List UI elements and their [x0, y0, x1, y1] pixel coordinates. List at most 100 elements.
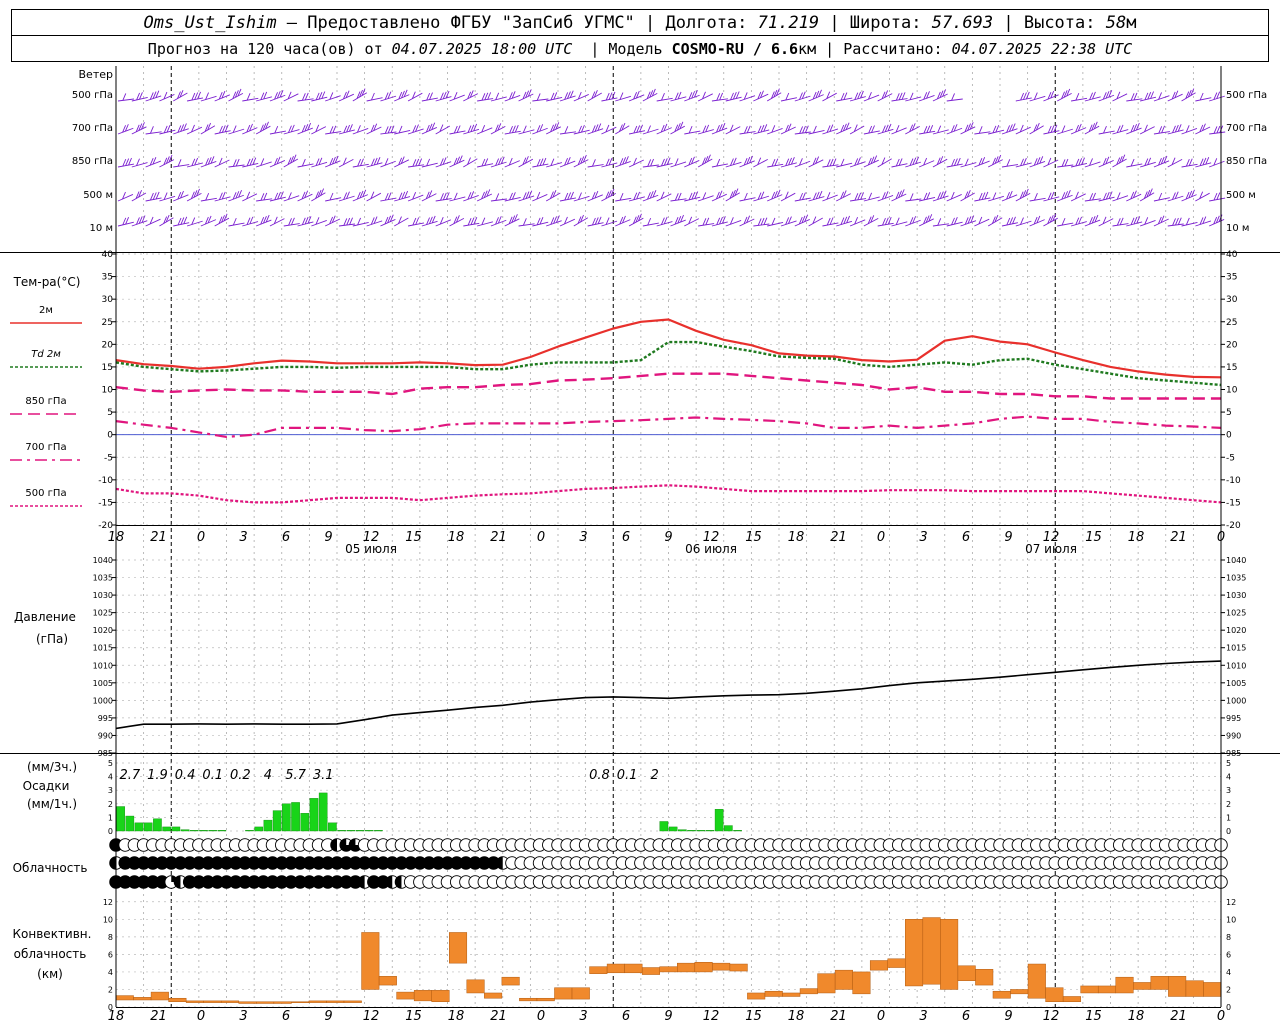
wind-barb-feather: [141, 215, 146, 223]
x-tick-label-bottom: 21: [150, 1009, 167, 1024]
wind-barb: [394, 217, 409, 227]
wind-barb-feather: [771, 125, 776, 133]
wind-barb-feather: [221, 90, 226, 99]
x-tick-label-bottom: 6: [282, 1009, 290, 1024]
wind-barb-feather: [884, 191, 889, 199]
wind-barb-feather: [942, 89, 947, 97]
wind-barb: [808, 130, 825, 135]
elev-value: 58: [1105, 12, 1127, 33]
wind-level-label-left: 850 гПа: [72, 156, 113, 167]
wind-barb-feather: [649, 90, 654, 98]
x-tick-label-bottom: 12: [363, 1009, 380, 1024]
wind-barb-feather: [591, 91, 596, 99]
wind-barb-feather: [735, 91, 740, 99]
wind-barb-feather: [525, 191, 530, 199]
convective-bar: [238, 1001, 257, 1004]
convective-bar: [168, 997, 187, 1002]
wind-barb: [477, 221, 493, 227]
wind-barb-feather: [168, 154, 173, 163]
wind-barb: [463, 158, 478, 168]
wind-barb-feather: [373, 123, 378, 131]
wind-barb-feather: [1172, 218, 1176, 226]
wind-barb-feather: [702, 192, 707, 200]
wind-barb-feather: [580, 214, 584, 223]
wind-barb-feather: [1006, 125, 1011, 133]
wind-barb-feather: [951, 93, 955, 101]
wind-barb-feather: [622, 215, 626, 224]
wind-barb-feather: [854, 158, 859, 166]
precip-bar: [189, 830, 199, 832]
wind-barb: [932, 223, 949, 227]
wind-barb-feather: [439, 216, 444, 225]
wind-barb-feather: [857, 157, 861, 165]
wind-barb-feather: [840, 124, 845, 133]
wind-barb-feather: [633, 125, 638, 134]
convective-panel: 0 0 2 2 4 4 6 6 8 8 10 10 12 12 Конвективн. облачность (…: [13, 898, 1237, 1012]
wind-barb-feather: [495, 217, 499, 225]
wind-barb-feather: [1063, 90, 1068, 98]
wind-barb-feather: [235, 158, 240, 167]
wind-barb-feather: [512, 125, 516, 133]
wind-barb-feather: [274, 157, 278, 166]
wind-barb-feather: [149, 192, 154, 201]
wind-barb-feather: [332, 156, 336, 165]
y-tick-label-left: -20: [98, 521, 113, 531]
wind-barb-feather: [1185, 91, 1190, 99]
wind-barb-feather: [553, 216, 558, 224]
wind-barb-feather: [647, 125, 651, 133]
wind-barb-feather: [525, 90, 530, 98]
wind-barb: [518, 129, 535, 135]
header-forecast-info: Прогноз на 120 часа(ов) от 04.07.2025 18…: [11, 35, 1269, 62]
wind-barb-feather: [125, 158, 130, 166]
y-tick-label-left: 1020: [93, 626, 113, 635]
wind-barb-feather: [301, 158, 306, 167]
wind-barb-feather: [635, 215, 640, 223]
wind-barb-feather: [334, 155, 339, 164]
wind-barb-feather: [453, 192, 458, 200]
y-tick-label-left: 25: [102, 318, 113, 328]
wind-barb-feather: [842, 190, 847, 198]
wind-barb-feather: [1050, 191, 1055, 200]
wind-barb-feather: [483, 190, 488, 198]
wind-barb-feather: [180, 217, 185, 225]
wind-barb-feather: [1213, 216, 1218, 225]
wind-barb: [518, 223, 535, 227]
wind-barb-feather: [715, 191, 720, 200]
wind-barb-feather: [815, 90, 820, 99]
wind-barb-feather: [1009, 124, 1013, 132]
wind-barb-feather: [651, 88, 656, 97]
convective-bar: [869, 960, 888, 971]
convective-bar: [799, 988, 818, 995]
wind-barb-feather: [332, 125, 337, 134]
x-tick-label-hour: 18: [1128, 530, 1145, 545]
wind-barb-feather: [953, 158, 958, 166]
y-tick-label-left: -10: [98, 476, 113, 486]
wind-barb-feather: [868, 192, 873, 200]
wind-barb: [504, 160, 520, 168]
wind-barb-feather: [149, 216, 154, 225]
wind-barb-feather: [798, 216, 803, 225]
wind-barb-feather: [801, 215, 806, 224]
y-tick-label-left: -5: [104, 453, 113, 463]
wind-barb: [725, 126, 741, 135]
wind-barb-feather: [1025, 91, 1030, 100]
convective-bar: [1010, 989, 1029, 995]
wind-barb: [1043, 159, 1059, 168]
y-tick-label-left: 1030: [93, 591, 113, 600]
wind-barb-feather: [152, 192, 157, 200]
wind-barb: [587, 164, 604, 168]
precip-bar: [337, 830, 346, 832]
wind-barb-feather: [1158, 192, 1163, 201]
wind-barb-feather: [260, 193, 265, 201]
precip-bar: [208, 830, 217, 832]
wind-barb-feather: [1133, 123, 1138, 132]
wind-barb-feather: [440, 193, 444, 201]
wind-barb-feather: [873, 155, 878, 163]
wind-barb-feather: [619, 158, 624, 166]
wind-barb-feather: [688, 157, 693, 166]
wind-barb-feather: [1033, 216, 1038, 225]
wind-barb: [435, 125, 451, 135]
wind-barb-feather: [702, 218, 707, 226]
wind-barb-feather: [1078, 158, 1083, 166]
wind-barb-feather: [1049, 215, 1054, 223]
